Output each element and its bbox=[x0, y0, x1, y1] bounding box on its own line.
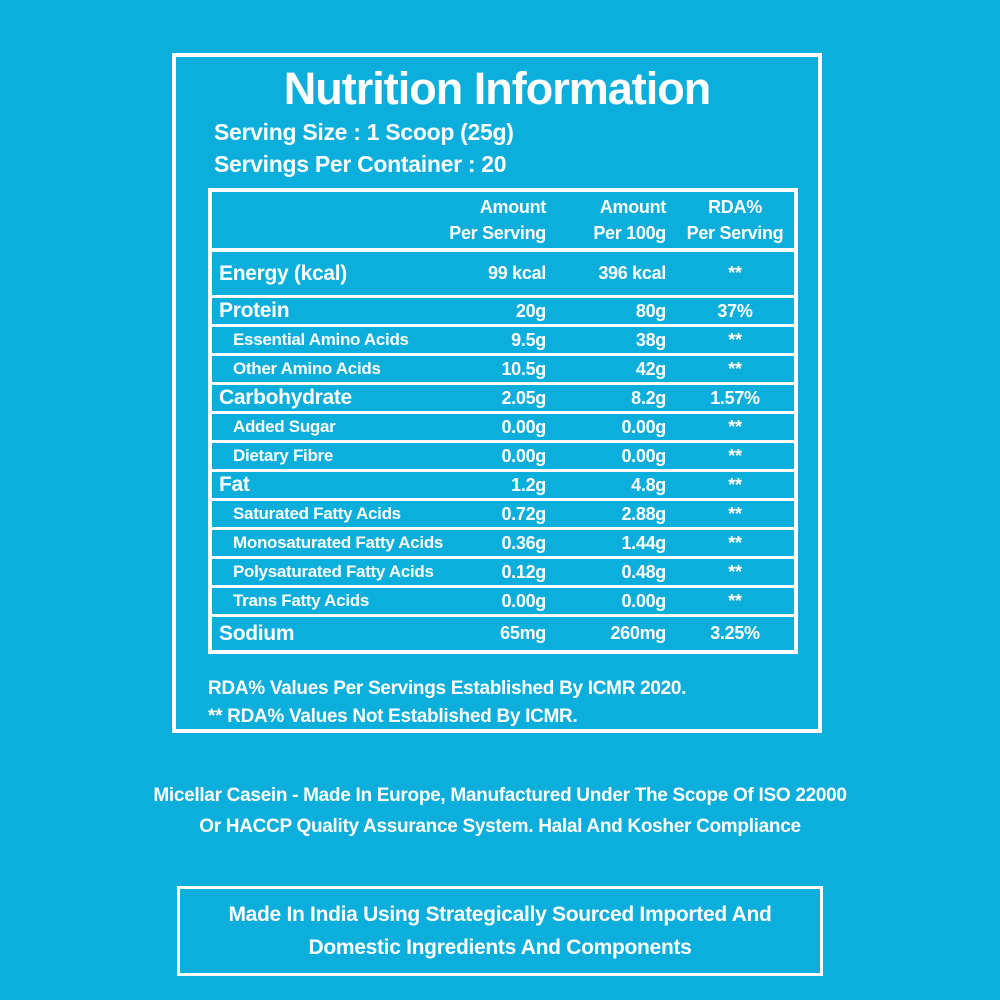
value-per-100g: 0.00g bbox=[621, 590, 666, 611]
value-per-100g: 0.00g bbox=[621, 445, 666, 466]
value-rda-percent: ** bbox=[728, 445, 742, 466]
header-line: Per 100g bbox=[593, 223, 666, 243]
value-rda-percent: ** bbox=[728, 590, 742, 611]
value-per-serving: 0.12g bbox=[501, 561, 546, 582]
panel-title: Nutrition Information bbox=[283, 63, 711, 114]
value-per-serving: 10.5g bbox=[501, 358, 546, 379]
value-per-serving: 65mg bbox=[500, 623, 546, 643]
row-label: Added Sugar bbox=[233, 417, 336, 436]
header-line: Per Serving bbox=[449, 223, 546, 243]
row-label: Saturated Fatty Acids bbox=[233, 504, 401, 523]
value-per-100g: 0.00g bbox=[621, 416, 666, 437]
table-row: Carbohydrate 2.05g 8.2g 1.57% bbox=[212, 385, 794, 414]
table-row: Dietary Fibre 0.00g 0.00g ** bbox=[212, 443, 794, 472]
row-label: Essential Amino Acids bbox=[233, 330, 409, 349]
rda-footnote-established: RDA% Values Per Servings Established By … bbox=[208, 678, 687, 699]
value-per-serving: 99 kcal bbox=[488, 263, 546, 283]
value-per-serving: 0.72g bbox=[501, 503, 546, 524]
row-label: Polysaturated Fatty Acids bbox=[233, 562, 434, 581]
table-row: Monosaturated Fatty Acids 0.36g 1.44g ** bbox=[212, 530, 794, 559]
header-amount-per-100g: Amount Per 100g bbox=[593, 194, 666, 246]
origin-note-line1: Micellar Casein - Made In Europe, Manufa… bbox=[153, 785, 847, 806]
value-rda-percent: ** bbox=[728, 474, 742, 495]
row-label: Trans Fatty Acids bbox=[233, 591, 369, 610]
value-rda-percent: 1.57% bbox=[710, 387, 760, 408]
table-row: Added Sugar 0.00g 0.00g ** bbox=[212, 414, 794, 443]
value-rda-percent: ** bbox=[728, 358, 742, 379]
value-per-serving: 0.00g bbox=[501, 590, 546, 611]
made-in-india-line2: Domestic Ingredients And Components bbox=[308, 936, 692, 959]
value-rda-percent: ** bbox=[728, 329, 742, 350]
table-row: Sodium 65mg 260mg 3.25% bbox=[212, 617, 794, 650]
value-rda-percent: ** bbox=[728, 561, 742, 582]
value-per-100g: 260mg bbox=[610, 623, 666, 643]
header-amount-per-serving: Amount Per Serving bbox=[449, 194, 546, 246]
value-per-serving: 20g bbox=[515, 300, 546, 321]
header-line: Amount bbox=[479, 197, 546, 217]
nutrition-table: Amount Per Serving Amount Per 100g RDA% … bbox=[208, 188, 798, 654]
table-row: Trans Fatty Acids 0.00g 0.00g ** bbox=[212, 588, 794, 617]
value-per-100g: 42g bbox=[635, 358, 666, 379]
value-per-serving: 9.5g bbox=[511, 329, 546, 350]
table-row: Protein 20g 80g 37% bbox=[212, 298, 794, 327]
origin-compliance-note: Micellar Casein - Made In Europe, Manufa… bbox=[0, 780, 1000, 842]
table-row: Saturated Fatty Acids 0.72g 2.88g ** bbox=[212, 501, 794, 530]
row-label: Fat bbox=[219, 473, 250, 496]
value-per-100g: 0.48g bbox=[621, 561, 666, 582]
row-label: Dietary Fibre bbox=[233, 446, 334, 465]
table-row: Fat 1.2g 4.8g ** bbox=[212, 472, 794, 501]
value-per-100g: 2.88g bbox=[621, 503, 666, 524]
header-rda-per-serving: RDA% Per Serving bbox=[677, 194, 784, 246]
value-per-serving: 0.36g bbox=[501, 532, 546, 553]
row-label: Carbohydrate bbox=[219, 386, 352, 409]
nutrition-panel: Nutrition Information Serving Size : 1 S… bbox=[172, 53, 822, 733]
table-row: Polysaturated Fatty Acids 0.12g 0.48g ** bbox=[212, 559, 794, 588]
value-rda-percent: ** bbox=[728, 503, 742, 524]
servings-per-container-text: Servings Per Container : 20 bbox=[214, 151, 507, 177]
made-in-india-box: Made In India Using Strategically Source… bbox=[177, 886, 823, 976]
table-row: Essential Amino Acids 9.5g 38g ** bbox=[212, 327, 794, 356]
row-label: Energy (kcal) bbox=[219, 261, 347, 285]
rda-footnote-not-established: ** RDA% Values Not Established By ICMR. bbox=[208, 706, 578, 727]
made-in-india-line1: Made In India Using Strategically Source… bbox=[228, 903, 772, 926]
row-label: Other Amino Acids bbox=[233, 359, 381, 378]
table-row: Energy (kcal) 99 kcal 396 kcal ** bbox=[212, 252, 794, 298]
value-rda-percent: ** bbox=[728, 263, 742, 283]
table-row: Other Amino Acids 10.5g 42g ** bbox=[212, 356, 794, 385]
value-per-100g: 8.2g bbox=[631, 387, 666, 408]
origin-note-line2: Or HACCP Quality Assurance System. Halal… bbox=[199, 816, 801, 837]
header-line: Amount bbox=[599, 197, 666, 217]
value-per-serving: 0.00g bbox=[501, 416, 546, 437]
value-rda-percent: 37% bbox=[717, 300, 753, 321]
header-line: RDA% bbox=[708, 197, 762, 217]
value-per-100g: 80g bbox=[635, 300, 666, 321]
value-rda-percent: 3.25% bbox=[710, 623, 760, 643]
value-rda-percent: ** bbox=[728, 416, 742, 437]
value-per-serving: 1.2g bbox=[511, 474, 546, 495]
value-per-100g: 4.8g bbox=[631, 474, 666, 495]
value-per-100g: 396 kcal bbox=[598, 263, 666, 283]
header-line: Per Serving bbox=[686, 223, 784, 243]
value-per-serving: 0.00g bbox=[501, 445, 546, 466]
row-label: Sodium bbox=[219, 621, 295, 645]
row-label: Protein bbox=[219, 299, 290, 322]
value-rda-percent: ** bbox=[728, 532, 742, 553]
table-body: Energy (kcal) 99 kcal 396 kcal ** Protei… bbox=[212, 252, 794, 650]
serving-size-text: Serving Size : 1 Scoop (25g) bbox=[214, 119, 514, 145]
value-per-100g: 38g bbox=[635, 329, 666, 350]
table-header-row: Amount Per Serving Amount Per 100g RDA% … bbox=[212, 192, 794, 252]
value-per-serving: 2.05g bbox=[501, 387, 546, 408]
row-label: Monosaturated Fatty Acids bbox=[233, 533, 444, 552]
value-per-100g: 1.44g bbox=[621, 532, 666, 553]
